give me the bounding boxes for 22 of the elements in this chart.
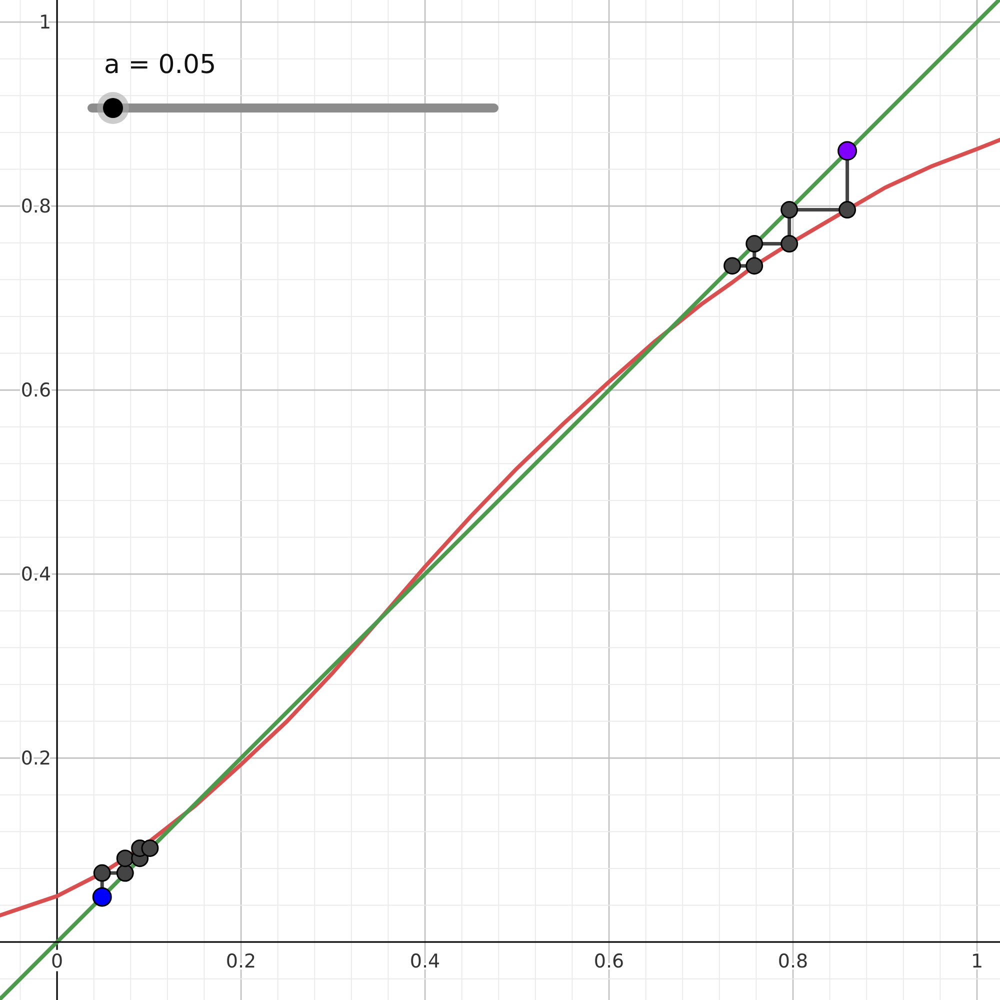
point (780, 201, 798, 218)
y-tick-label: 0.4 (20, 564, 52, 586)
point (116, 864, 134, 882)
point (780, 235, 798, 253)
x-tick-label: 0.8 (778, 950, 808, 973)
point (746, 235, 764, 253)
point (116, 850, 134, 868)
x-tick-label: 0.2 (226, 950, 256, 973)
line-series (0, 138, 1000, 918)
point (141, 839, 159, 857)
x-tick-label: 0.6 (594, 950, 624, 973)
point (746, 257, 764, 275)
y-tick-label: 0.2 (20, 748, 52, 770)
point (838, 201, 856, 218)
point (93, 864, 111, 882)
y-tick-label: 1 (38, 12, 52, 34)
x-tick-label: 1 (970, 950, 984, 973)
y-tick-label: 0.6 (20, 380, 52, 402)
annotation: a = 0.05 (104, 50, 216, 80)
point (724, 257, 742, 275)
x-tick-label: 0.4 (410, 950, 440, 973)
y-tick-label: 0.8 (20, 196, 52, 218)
